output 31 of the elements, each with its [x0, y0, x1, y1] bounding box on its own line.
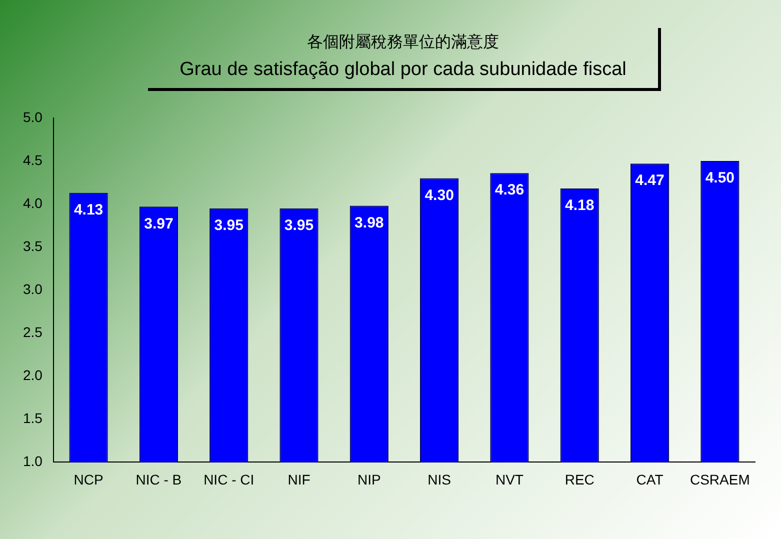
data-label: 3.95: [214, 216, 244, 234]
data-label: 4.18: [565, 197, 594, 214]
y-tick-label: 2.5: [22, 324, 43, 340]
data-label: 4.36: [494, 182, 524, 199]
x-tick-label: NIP: [357, 471, 381, 488]
y-tick-label: 3.0: [22, 280, 43, 297]
y-tick-label: 4.5: [22, 152, 43, 168]
data-label: 4.50: [705, 170, 735, 187]
y-tick-label: 1.5: [22, 410, 43, 426]
data-label: 4.30: [424, 186, 454, 204]
x-tick-label: NIC - B: [136, 471, 182, 488]
y-tick-label: 4.0: [22, 194, 43, 211]
y-tick-label: 3.5: [22, 238, 43, 254]
x-tick-label: REC: [564, 471, 594, 488]
chart-subtitle: Grau de satisfação global por cada subunidade fiscal: [178, 59, 628, 81]
y-tick-label: 1.0: [22, 453, 43, 470]
y-tick-label: 2.0: [22, 367, 43, 384]
x-tick-label: NVT: [495, 471, 524, 488]
data-label: 3.98: [354, 214, 384, 232]
chart-title: 各個附屬稅務單位的滿意度: [306, 32, 500, 53]
x-tick-label: NIC - CI: [204, 471, 254, 488]
x-tick-label: CAT: [636, 471, 664, 488]
data-label: 4.13: [74, 202, 104, 219]
x-tick-label: NIS: [428, 471, 451, 488]
x-tick-label: NIF: [288, 471, 310, 488]
x-tick-label: CSRAEM: [690, 471, 750, 488]
data-label: 3.95: [284, 216, 314, 234]
data-label: 4.47: [635, 172, 664, 190]
x-tick-label: NCP: [74, 471, 104, 488]
data-label: 3.97: [144, 215, 174, 232]
y-tick-label: 5.0: [22, 108, 43, 125]
